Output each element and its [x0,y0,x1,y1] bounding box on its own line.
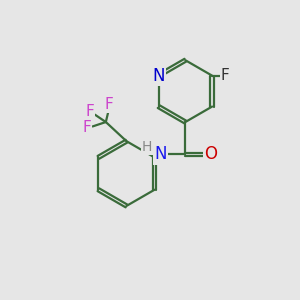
Text: F: F [104,97,113,112]
Text: F: F [221,68,230,83]
Text: O: O [204,146,217,164]
Text: F: F [85,104,94,119]
Text: N: N [154,146,167,164]
Text: F: F [82,120,91,135]
Text: N: N [152,67,165,85]
Text: H: H [142,140,152,154]
